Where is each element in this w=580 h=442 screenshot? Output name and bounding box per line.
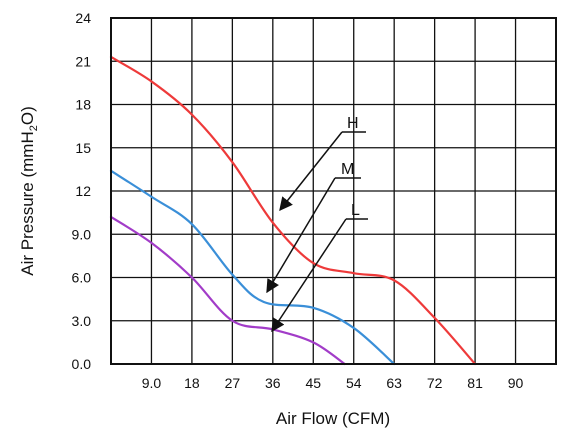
- y-tick-label: 6.0: [72, 270, 92, 286]
- x-axis-title: Air Flow (CFM): [276, 409, 390, 428]
- x-tick-label: 54: [346, 375, 362, 391]
- y-tick-label: 0.0: [72, 356, 92, 372]
- series-line-h: [109, 55, 477, 366]
- series-label-l: L: [351, 202, 360, 219]
- x-tick-label: 90: [508, 375, 524, 391]
- y-tick-label: 12: [75, 183, 91, 199]
- y-tick-label: 9.0: [72, 226, 92, 242]
- x-tick-label: 18: [184, 375, 200, 391]
- x-tick-labels: 9.0 18 27 36 45 54 63 72 81 90: [142, 375, 524, 391]
- y-tick-label: 15: [75, 140, 91, 156]
- x-tick-label: 81: [467, 375, 483, 391]
- arrow-m: [266, 177, 336, 294]
- y-tick-labels: 0.0 3.0 6.0 9.0 12 15 18 21 24: [72, 10, 92, 372]
- y-tick-label: 24: [75, 10, 91, 26]
- x-tick-label: 27: [225, 375, 241, 391]
- arrow-l: [271, 218, 347, 333]
- x-tick-label: 9.0: [142, 375, 162, 391]
- callout-arrows: [266, 131, 368, 333]
- y-tick-label: 3.0: [72, 313, 92, 329]
- arrow-h: [279, 131, 343, 212]
- x-tick-label: 63: [386, 375, 402, 391]
- series-label-m: M: [341, 161, 354, 178]
- y-axis-title: Air Pressure (mmH2O): [18, 106, 40, 276]
- plot-frame: [110, 17, 557, 365]
- x-tick-label: 45: [305, 375, 321, 391]
- y-axis-title-subscript: 2: [28, 125, 40, 131]
- x-tick-label: 36: [265, 375, 281, 391]
- series-line-l: [109, 215, 346, 366]
- series-line-m: [109, 169, 396, 366]
- series-label-h: H: [347, 115, 359, 132]
- y-tick-label: 18: [75, 97, 91, 113]
- grid-lines: [111, 18, 556, 364]
- x-tick-label: 72: [427, 375, 443, 391]
- y-tick-label: 21: [75, 53, 91, 69]
- series-group: [109, 55, 477, 366]
